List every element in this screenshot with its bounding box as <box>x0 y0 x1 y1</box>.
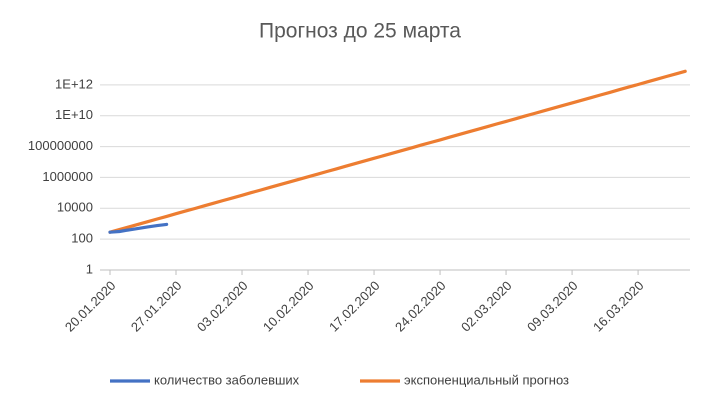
series-line <box>108 222 169 234</box>
legend-label: количество заболевших <box>154 372 300 387</box>
y-tick-label: 10000 <box>57 200 93 215</box>
y-tick-label: 1E+10 <box>55 107 93 122</box>
series-line <box>108 69 687 234</box>
y-tick-label: 1E+12 <box>55 76 93 91</box>
y-tick-label: 1000000 <box>42 169 93 184</box>
y-tick-label: 100 <box>71 231 93 246</box>
chart-title: Прогноз до 25 марта <box>259 20 461 43</box>
y-tick-label: 100000000 <box>28 138 93 153</box>
y-tick-label: 1 <box>86 261 93 276</box>
legend-label: экспоненциальный прогноз <box>404 372 569 387</box>
